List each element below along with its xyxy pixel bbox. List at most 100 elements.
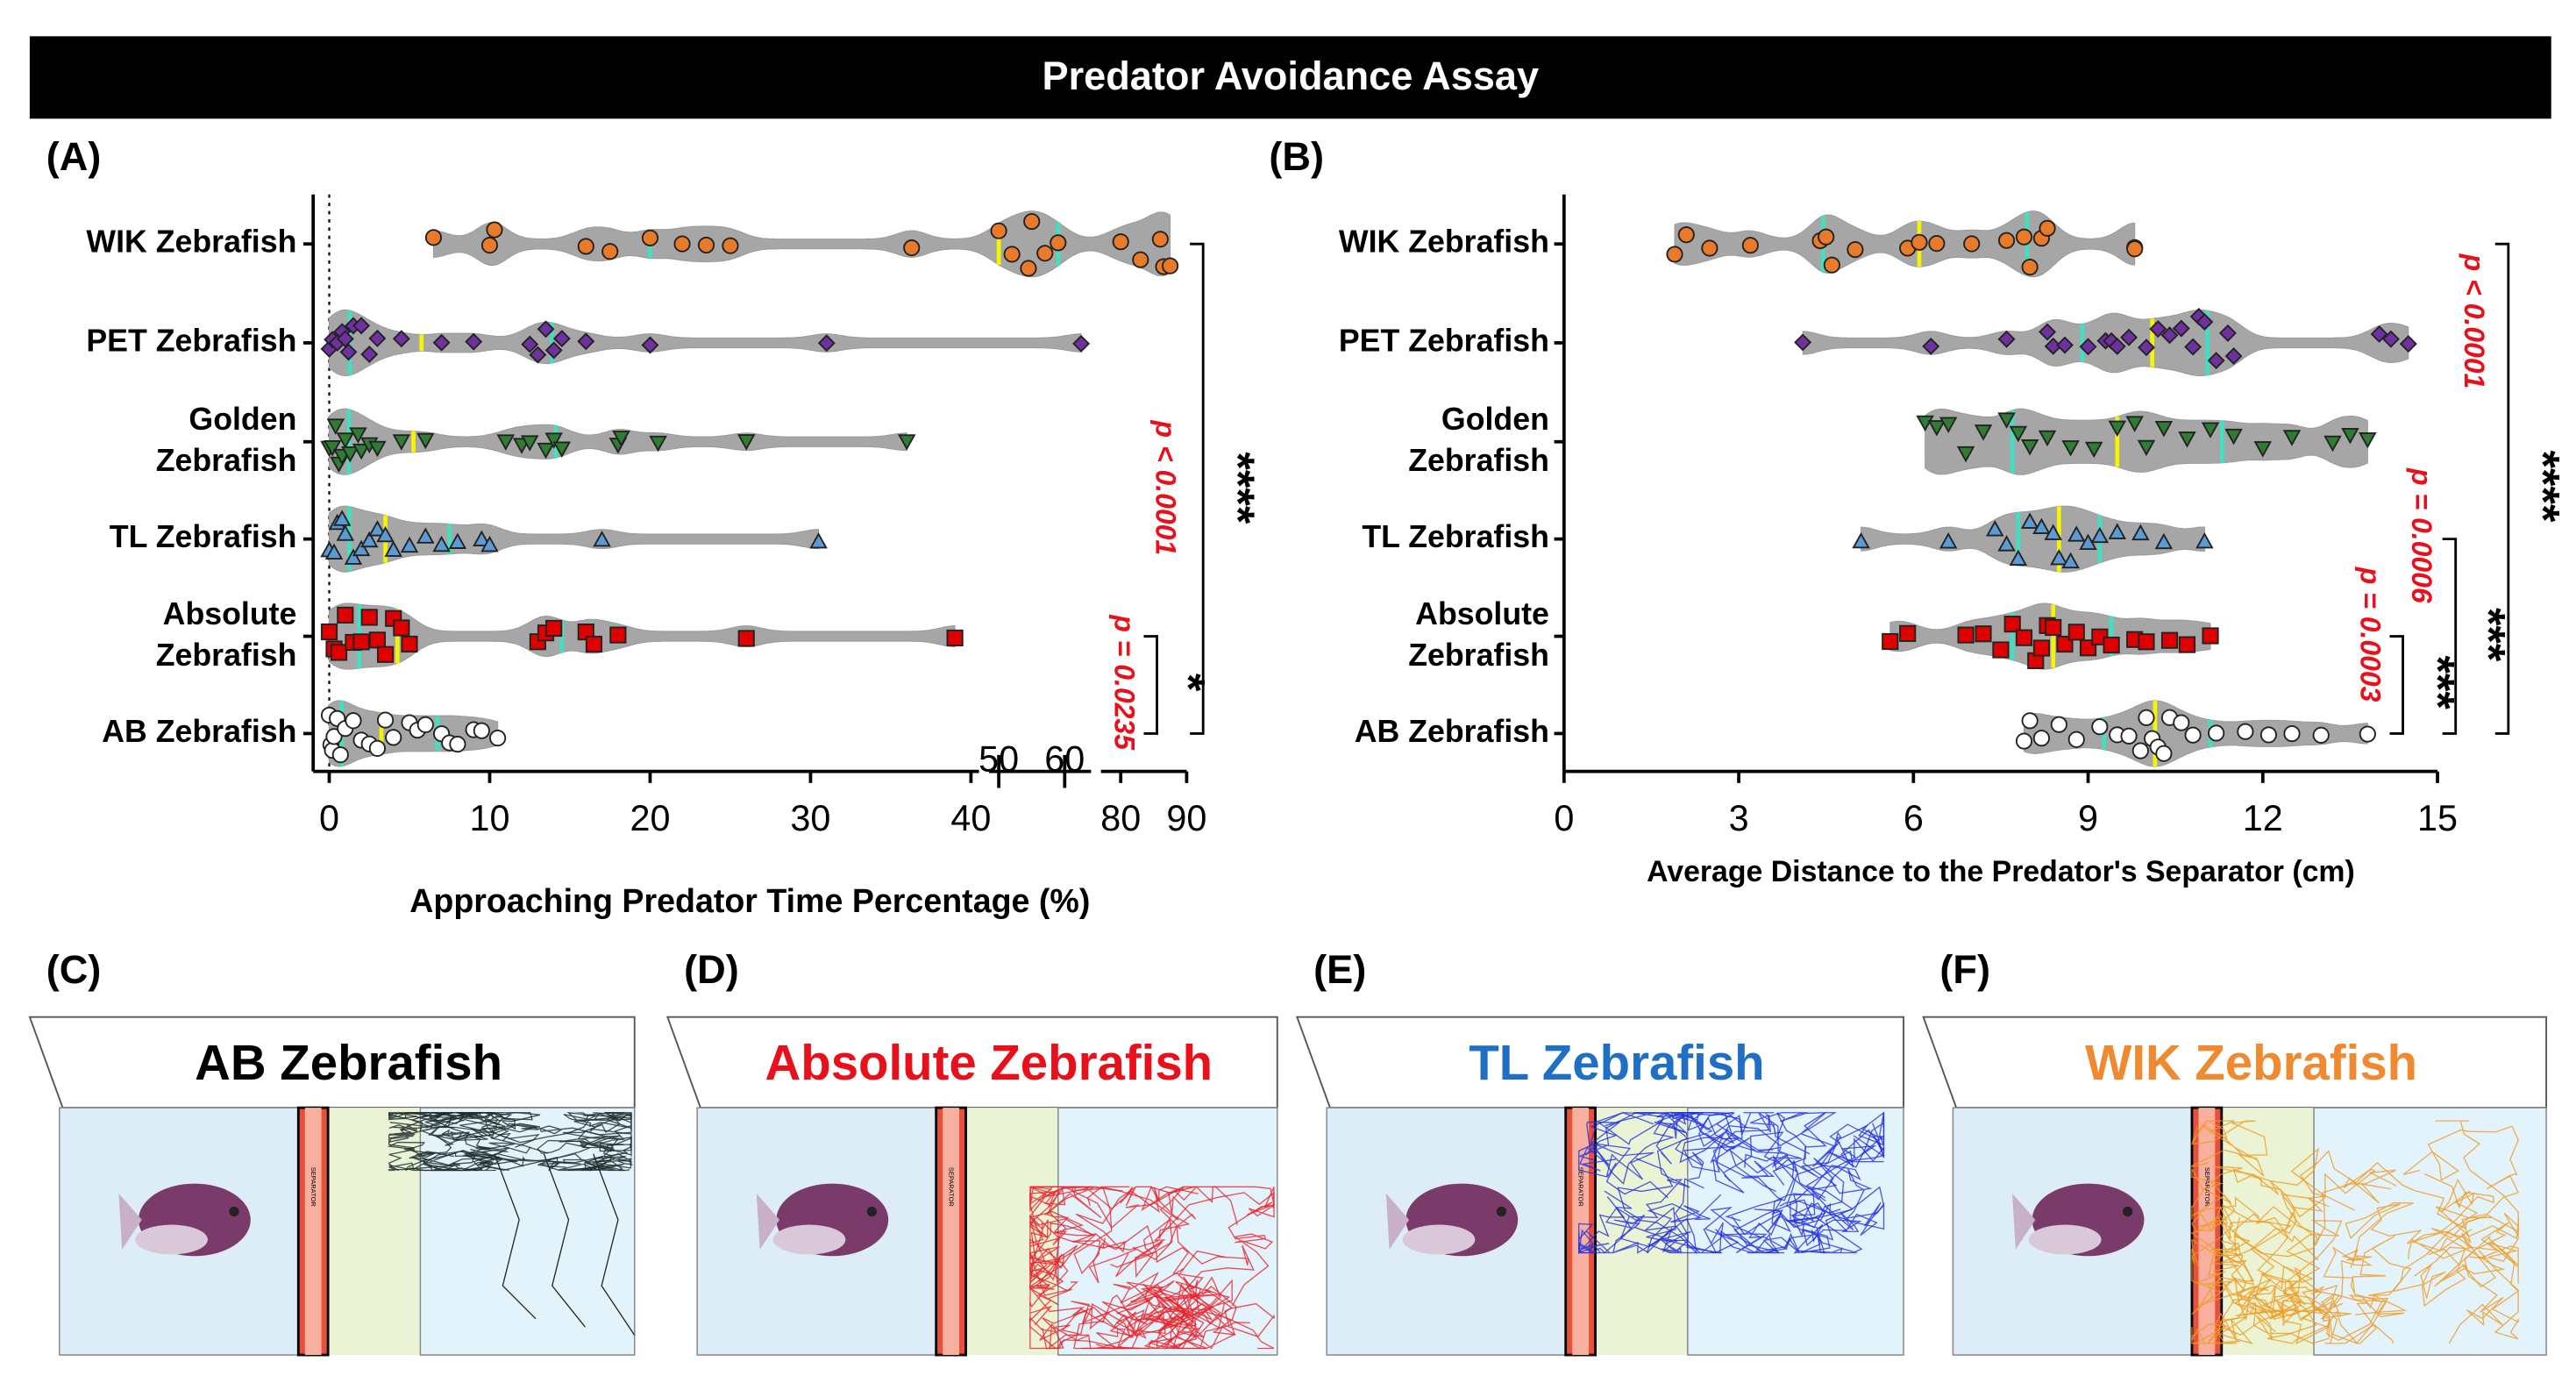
data-point [336,330,354,348]
data-point [339,343,358,361]
separator-label: SEPARATOR [310,1167,317,1208]
panel-label: (A) [46,134,102,179]
trajectory [1584,1112,1713,1185]
violin [328,602,956,670]
trajectory [1028,1223,1128,1350]
trajectory [543,1153,586,1328]
data-point [2015,228,2033,246]
data-point [2178,636,2196,653]
trajectory [1029,1263,1250,1350]
data-point [2178,431,2196,448]
data-point [903,239,921,257]
y-tick-label: AB Zebrafish [102,714,296,749]
data-point [2126,240,2144,258]
data-point [2237,723,2254,740]
data-point [1986,520,2004,537]
data-point [2195,313,2214,331]
trajectory [2448,1236,2520,1344]
data-point [465,332,483,351]
title-bar [29,36,2551,119]
data-point [2172,319,2190,338]
data-point [544,341,563,360]
data-point [2021,712,2039,730]
significance-stars: *** [2463,608,2515,662]
data-point [673,235,691,253]
data-point [2108,420,2127,438]
data-point [401,635,418,653]
x-tick-label: 15 [2417,798,2458,838]
trajectory [498,1111,632,1144]
data-point [345,712,362,730]
data-point [352,443,371,460]
data-point [1963,235,1981,253]
data-point [2208,724,2225,742]
data-point [1050,234,1067,252]
data-point [2125,416,2144,432]
trajectory [420,1152,566,1172]
trajectory [1712,1111,1885,1201]
data-point [2149,320,2167,339]
data-point [2283,725,2301,743]
trajectory [593,1153,636,1336]
data-point [384,540,402,557]
data-point [2359,725,2376,743]
trajectory [1644,1111,1757,1152]
separator-glow [2198,1108,2216,1356]
data-point [2131,742,2149,759]
data-point [424,229,443,246]
data-point [2359,431,2377,449]
x-tick-label: 0 [319,798,339,838]
data-point [344,548,363,565]
y-tick-label: Absolute Zebrafish [1399,596,1549,673]
trajectory [2247,1293,2395,1344]
data-point [537,320,555,339]
data-point [486,221,503,239]
violin [1861,505,2205,573]
data-point [330,644,348,661]
data-point [2120,727,2138,745]
data-point [601,243,619,260]
data-point [2253,441,2273,458]
trajectory [473,1139,616,1172]
fish-belly [772,1224,846,1255]
trajectory [1042,1284,1174,1350]
data-point [1956,446,1975,463]
trajectory [2199,1147,2355,1306]
trajectory [2191,1285,2259,1345]
data-point [2154,421,2174,438]
fish-eye [1496,1206,1507,1217]
data-point [2038,430,2057,447]
separator-label: SEPARATOR [2203,1167,2211,1208]
data-point [480,535,499,552]
data-point [2039,219,2056,237]
data-point [1997,330,2016,348]
y-tick-label-line: Zebrafish [1399,638,1549,673]
data-point [368,520,387,537]
data-point [2154,532,2174,550]
x-tick-label: 12 [2243,798,2283,838]
approach-zone [1595,1108,1688,1356]
data-point [2160,631,2179,649]
data-point [1916,415,1934,432]
data-point [2341,427,2359,445]
trajectory [388,1112,492,1131]
trajectory [1765,1202,1863,1254]
data-point [2138,709,2155,726]
violin [328,505,820,573]
data-point [1957,626,1975,644]
separator-glow [304,1108,322,1356]
significance-stars: *** [2411,655,2463,709]
data-point [332,510,352,526]
data-point [2323,435,2342,453]
data-point [368,631,386,649]
data-point [2079,338,2097,356]
x-tick-label: 9 [2078,798,2098,838]
data-point [336,524,355,541]
data-point [1975,625,1992,643]
data-point [2044,524,2062,540]
x-tick-label: 3 [1729,798,1749,838]
x-tick-label: 90 [1166,798,1206,838]
panel-label: (B) [1269,134,1324,179]
trajectory [1643,1206,1724,1254]
significance-stars: * [1163,674,1214,692]
